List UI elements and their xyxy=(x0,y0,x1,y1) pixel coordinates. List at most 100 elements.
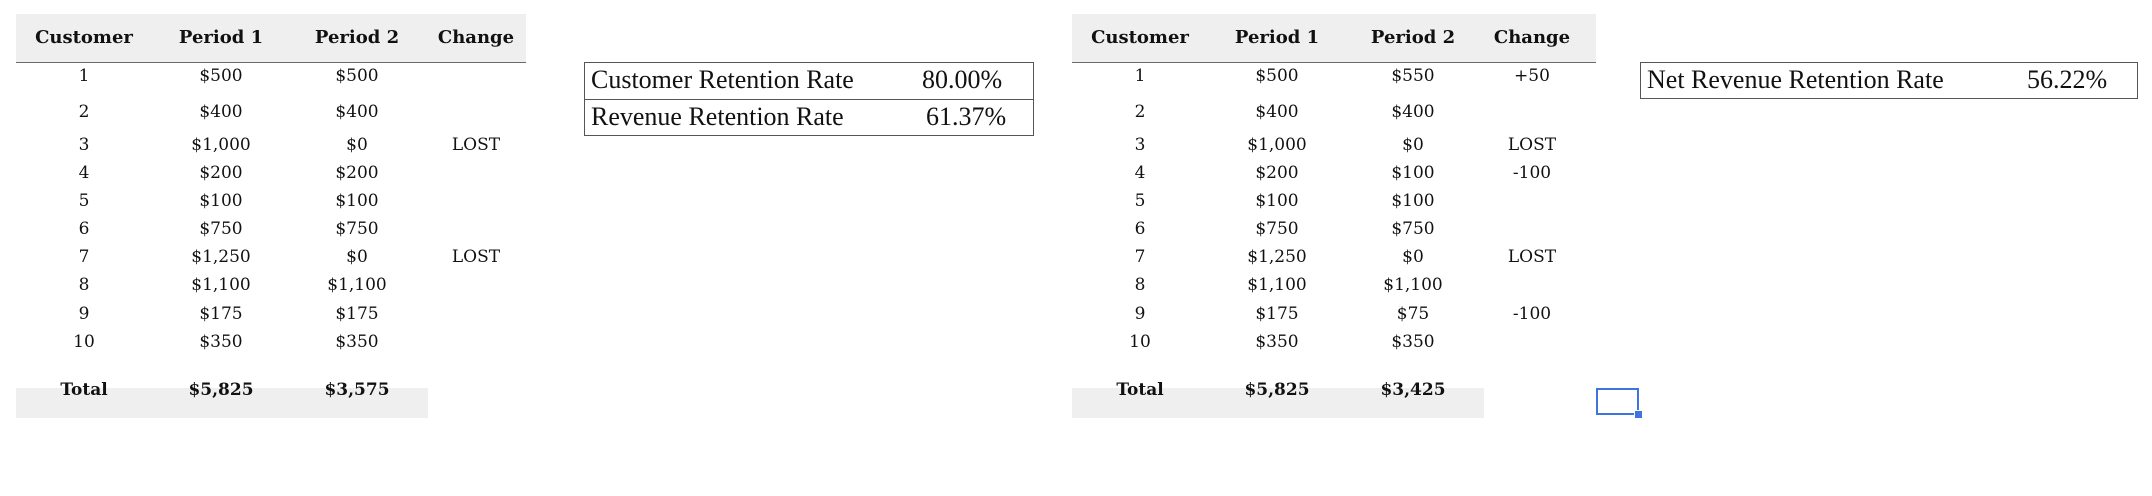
left-retention-table xyxy=(16,14,526,434)
left-cell-period-2[interactable]: $500 xyxy=(335,66,379,86)
right-cell-customer[interactable]: 4 xyxy=(1134,163,1146,183)
left-cell-customer[interactable]: 2 xyxy=(78,102,90,122)
left-cell-period-1[interactable]: $175 xyxy=(199,304,243,324)
right-cell-customer[interactable]: 6 xyxy=(1134,219,1146,239)
right-cell-customer[interactable]: 7 xyxy=(1134,247,1146,267)
left-cell-period-2[interactable]: $400 xyxy=(335,102,379,122)
right-total-band xyxy=(1072,388,1484,418)
left-cell-customer[interactable]: 6 xyxy=(78,219,90,239)
left-cell-period-2[interactable]: $175 xyxy=(335,304,379,324)
left-cell-period-2[interactable]: $350 xyxy=(335,332,379,352)
right-cell-period-1[interactable]: $1,000 xyxy=(1247,135,1307,155)
left-metrics-box: Customer Retention Rate 80.00% Revenue R… xyxy=(584,62,1034,136)
left-cell-customer[interactable]: 10 xyxy=(73,332,95,352)
right-retention-table xyxy=(1072,14,1596,434)
left-header-border xyxy=(16,62,526,63)
left-cell-change[interactable]: LOST xyxy=(451,247,501,267)
left-total-period-2[interactable]: $3,575 xyxy=(324,380,390,400)
right-cell-period-2[interactable]: $350 xyxy=(1391,332,1435,352)
left-cell-customer[interactable]: 4 xyxy=(78,163,90,183)
active-cell-selection[interactable] xyxy=(1596,388,1639,415)
right-cell-change[interactable]: LOST xyxy=(1507,247,1557,267)
left-cell-period-2[interactable]: $200 xyxy=(335,163,379,183)
left-header-period-1[interactable]: Period 1 xyxy=(178,27,264,48)
left-cell-customer[interactable]: 8 xyxy=(78,275,90,295)
right-total-period-2[interactable]: $3,425 xyxy=(1380,380,1446,400)
right-cell-period-2[interactable]: $1,100 xyxy=(1383,275,1443,295)
left-cell-period-2[interactable]: $1,100 xyxy=(327,275,387,295)
metric-label: Net Revenue Retention Rate xyxy=(1647,65,1944,94)
right-cell-customer[interactable]: 5 xyxy=(1134,191,1146,211)
right-cell-period-2[interactable]: $100 xyxy=(1391,191,1435,211)
right-cell-customer[interactable]: 3 xyxy=(1134,135,1146,155)
left-header-customer[interactable]: Customer xyxy=(35,27,133,48)
left-header-band xyxy=(16,14,526,62)
metric-value: 56.22% xyxy=(2027,65,2108,94)
left-total-period-1[interactable]: $5,825 xyxy=(188,380,254,400)
right-cell-period-1[interactable]: $750 xyxy=(1255,219,1299,239)
right-cell-period-1[interactable]: $1,100 xyxy=(1247,275,1307,295)
right-header-customer[interactable]: Customer xyxy=(1091,27,1189,48)
left-cell-period-2[interactable]: $100 xyxy=(335,191,379,211)
left-cell-period-1[interactable]: $750 xyxy=(199,219,243,239)
right-header-band xyxy=(1072,14,1596,62)
right-cell-period-2[interactable]: $750 xyxy=(1391,219,1435,239)
metric-value: 61.37% xyxy=(926,102,1007,131)
left-cell-period-1[interactable]: $1,000 xyxy=(191,135,251,155)
left-cell-customer[interactable]: 9 xyxy=(78,304,90,324)
right-cell-customer[interactable]: 9 xyxy=(1134,304,1146,324)
right-cell-period-2[interactable]: $0 xyxy=(1402,247,1424,267)
right-cell-customer[interactable]: 10 xyxy=(1129,332,1151,352)
right-cell-period-2[interactable]: $0 xyxy=(1402,135,1424,155)
left-cell-period-1[interactable]: $350 xyxy=(199,332,243,352)
customer-retention-rate-row[interactable]: Customer Retention Rate 80.00% xyxy=(585,63,1033,97)
right-cell-period-1[interactable]: $175 xyxy=(1255,304,1299,324)
right-total-customer[interactable]: Total xyxy=(1116,380,1164,400)
right-cell-period-1[interactable]: $200 xyxy=(1255,163,1299,183)
left-cell-customer[interactable]: 5 xyxy=(78,191,90,211)
right-cell-period-1[interactable]: $100 xyxy=(1255,191,1299,211)
right-cell-customer[interactable]: 8 xyxy=(1134,275,1146,295)
metric-value: 80.00% xyxy=(922,65,1003,94)
right-cell-customer[interactable]: 2 xyxy=(1134,102,1146,122)
left-total-band xyxy=(16,388,428,418)
right-cell-period-2[interactable]: $100 xyxy=(1391,163,1435,183)
fill-handle[interactable] xyxy=(1634,410,1643,419)
right-metrics-box: Net Revenue Retention Rate 56.22% xyxy=(1640,62,2138,99)
right-cell-change[interactable]: -100 xyxy=(1512,163,1552,183)
right-cell-change[interactable]: -100 xyxy=(1512,304,1552,324)
left-cell-customer[interactable]: 1 xyxy=(78,66,90,86)
left-cell-change[interactable]: LOST xyxy=(451,135,501,155)
right-header-period-2[interactable]: Period 2 xyxy=(1370,27,1456,48)
left-header-period-2[interactable]: Period 2 xyxy=(314,27,400,48)
right-cell-change[interactable]: LOST xyxy=(1507,135,1557,155)
left-total-customer[interactable]: Total xyxy=(60,380,108,400)
metric-label: Customer Retention Rate xyxy=(591,65,854,94)
left-cell-customer[interactable]: 7 xyxy=(78,247,90,267)
right-cell-change[interactable]: +50 xyxy=(1514,66,1550,86)
right-cell-period-2[interactable]: $400 xyxy=(1391,102,1435,122)
right-cell-period-1[interactable]: $350 xyxy=(1255,332,1299,352)
left-cell-period-2[interactable]: $0 xyxy=(346,247,368,267)
left-cell-period-1[interactable]: $500 xyxy=(199,66,243,86)
net-revenue-retention-rate-row[interactable]: Net Revenue Retention Rate 56.22% xyxy=(1641,63,2137,97)
right-header-period-1[interactable]: Period 1 xyxy=(1234,27,1320,48)
left-header-change[interactable]: Change xyxy=(437,27,515,48)
left-cell-customer[interactable]: 3 xyxy=(78,135,90,155)
right-cell-period-1[interactable]: $500 xyxy=(1255,66,1299,86)
left-cell-period-1[interactable]: $1,100 xyxy=(191,275,251,295)
right-cell-period-2[interactable]: $75 xyxy=(1396,304,1430,324)
left-cell-period-1[interactable]: $100 xyxy=(199,191,243,211)
left-cell-period-1[interactable]: $1,250 xyxy=(191,247,251,267)
left-cell-period-2[interactable]: $750 xyxy=(335,219,379,239)
revenue-retention-rate-row[interactable]: Revenue Retention Rate 61.37% xyxy=(585,99,1033,134)
right-cell-customer[interactable]: 1 xyxy=(1134,66,1146,86)
right-header-change[interactable]: Change xyxy=(1493,27,1571,48)
left-cell-period-1[interactable]: $200 xyxy=(199,163,243,183)
right-total-period-1[interactable]: $5,825 xyxy=(1244,380,1310,400)
right-cell-period-1[interactable]: $1,250 xyxy=(1247,247,1307,267)
left-cell-period-1[interactable]: $400 xyxy=(199,102,243,122)
left-cell-period-2[interactable]: $0 xyxy=(346,135,368,155)
right-cell-period-1[interactable]: $400 xyxy=(1255,102,1299,122)
right-cell-period-2[interactable]: $550 xyxy=(1391,66,1435,86)
